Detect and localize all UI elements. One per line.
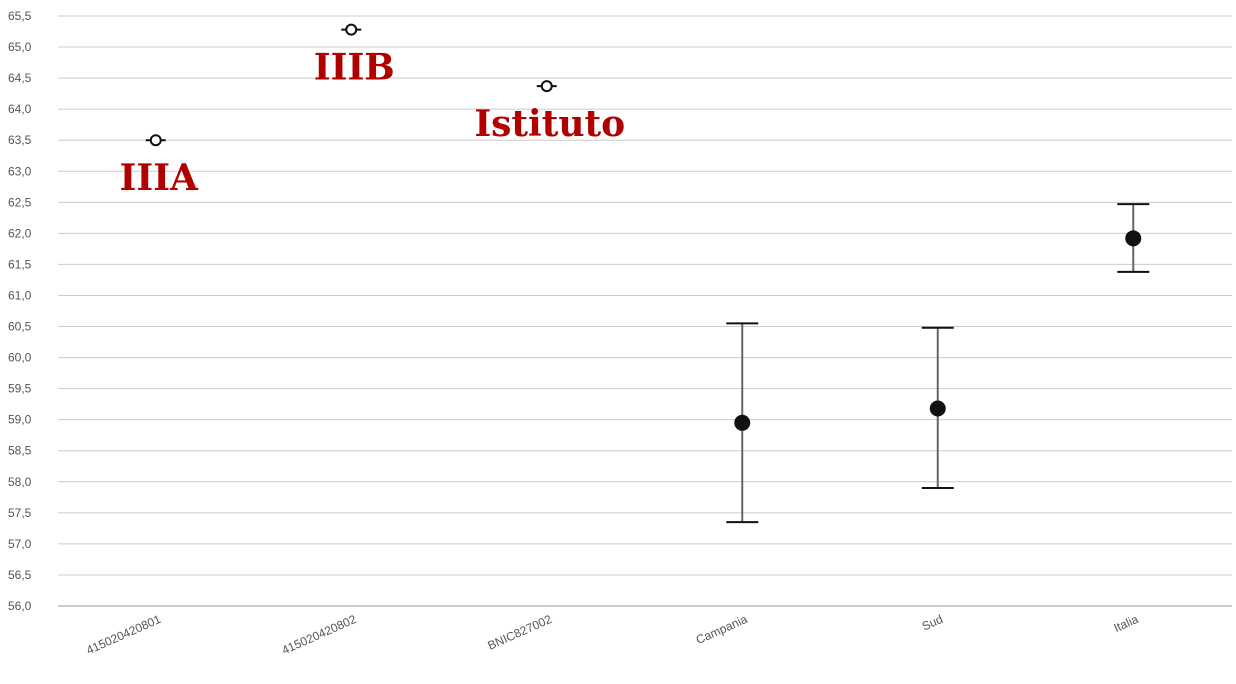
data-points [149,23,1142,431]
y-tick-label: 62,5 [8,195,32,209]
y-tick-label: 59,0 [8,413,32,427]
y-tick-label: 58,5 [8,444,32,458]
x-tick-label: 415020420802 [280,612,359,657]
y-tick-label: 60,5 [8,320,32,334]
y-tick-label: 63,5 [8,133,32,147]
y-tick-label: 57,0 [8,537,32,551]
y-tick-label: 59,5 [8,382,32,396]
y-tick-label: 65,5 [8,9,32,23]
grid-lines [58,15,1232,607]
y-tick-label: 62,0 [8,226,32,240]
y-tick-label: 64,0 [8,102,32,116]
y-tick-label: 65,0 [8,40,32,54]
data-point [1125,230,1142,247]
y-tick-label: 60,0 [8,351,32,365]
y-tick-label: 56,5 [8,568,32,582]
data-point [540,80,553,93]
x-tick-label: 415020420801 [84,612,163,657]
annotation-label: Istituto [474,103,625,145]
y-tick-label: 56,0 [8,599,32,613]
x-tick-label: Campania [694,612,750,647]
annotations: IIIA IIIB Istituto [120,47,626,200]
y-tick-label: 63,0 [8,164,32,178]
y-axis-ticks: 56,0 56,5 57,0 57,5 58,0 58,5 59,0 59,5 60,0 60,5… [8,9,32,613]
x-tick-label: BNIC827002 [485,612,554,653]
y-tick-label: 58,0 [8,475,32,489]
annotation-label: IIIB [314,47,395,89]
data-point [149,134,162,147]
annotation-label: IIIA [120,157,200,199]
x-tick-label: Sud [920,612,945,633]
x-axis-ticks: 415020420801 415020420802 BNIC827002 Campan… [84,612,1141,657]
y-tick-label: 57,5 [8,506,32,520]
data-point [929,400,946,417]
y-tick-label: 64,5 [8,71,32,85]
data-point [345,23,358,36]
data-point [734,414,751,431]
y-tick-label: 61,0 [8,288,32,302]
x-tick-label: Italia [1112,612,1141,635]
error-bars [145,28,1150,524]
y-tick-label: 61,5 [8,257,32,271]
